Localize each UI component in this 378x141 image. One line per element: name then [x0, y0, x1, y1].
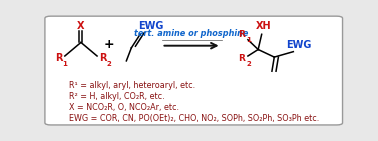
Text: 2: 2 — [246, 61, 251, 67]
Text: 1: 1 — [62, 61, 67, 67]
Text: X: X — [77, 21, 85, 31]
Text: EWG = COR, CN, PO(OEt)₂, CHO, NO₂, SOPh, SO₂Ph, SO₃Ph etc.: EWG = COR, CN, PO(OEt)₂, CHO, NO₂, SOPh,… — [69, 114, 319, 123]
Text: R² = H, alkyl, CO₂R, etc.: R² = H, alkyl, CO₂R, etc. — [69, 92, 165, 101]
Text: R: R — [239, 30, 245, 39]
Text: XH: XH — [256, 21, 272, 31]
Text: R¹ = alkyl, aryl, heteroaryl, etc.: R¹ = alkyl, aryl, heteroaryl, etc. — [69, 81, 195, 90]
Text: R: R — [239, 54, 245, 63]
Text: 1: 1 — [246, 37, 251, 43]
Text: 2: 2 — [106, 61, 111, 67]
Text: EWG: EWG — [286, 40, 311, 50]
Text: EWG: EWG — [138, 21, 163, 31]
Text: +: + — [104, 38, 114, 51]
Text: X = NCO₂R, O, NCO₂Ar, etc.: X = NCO₂R, O, NCO₂Ar, etc. — [69, 103, 179, 112]
Text: R: R — [55, 53, 63, 63]
FancyBboxPatch shape — [45, 16, 342, 125]
Text: tert. amine or phosphine: tert. amine or phosphine — [134, 29, 249, 38]
Text: R: R — [99, 53, 107, 63]
